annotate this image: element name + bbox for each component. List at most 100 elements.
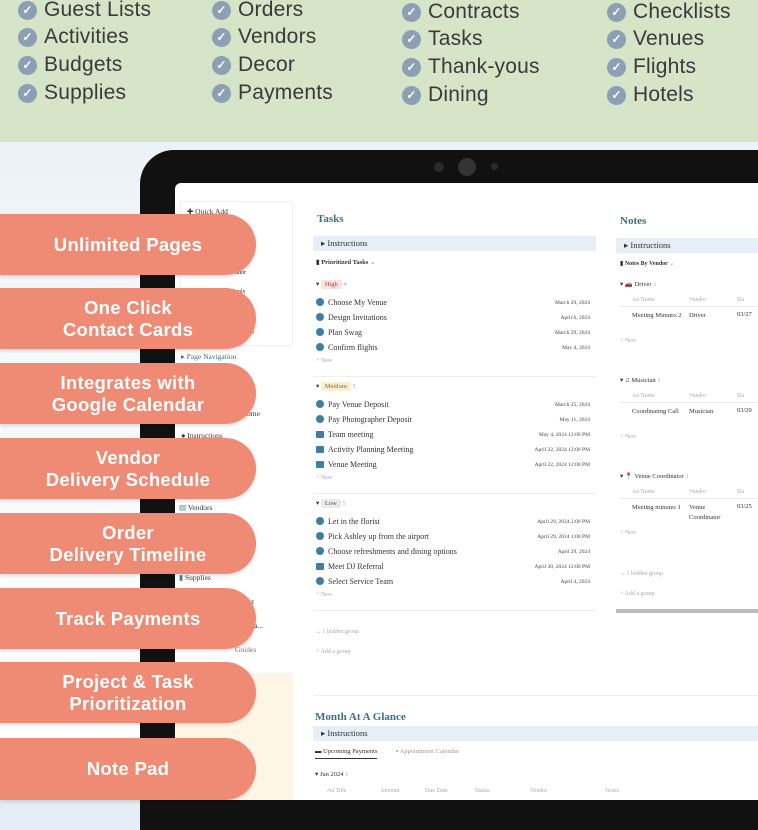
check-circle-icon xyxy=(316,328,324,336)
tasks-view-tab[interactable]: ▮ Prioritized Tasks ⌄ xyxy=(316,259,376,266)
label: Supplies xyxy=(185,573,211,582)
count: 1 xyxy=(653,281,657,288)
feature-item: ✓ Dining xyxy=(402,83,489,107)
check-circle-icon xyxy=(316,343,324,351)
tasks-instructions-toggle[interactable]: ▸ Instructions xyxy=(313,236,596,251)
divider xyxy=(313,376,596,377)
check-circle-icon xyxy=(316,400,324,408)
sidebar-item-home[interactable]: ome xyxy=(247,409,260,418)
count: 4 xyxy=(343,281,347,288)
check-circle-icon: ✓ xyxy=(402,29,421,49)
new-task-button[interactable]: + New xyxy=(316,592,333,598)
sidebar-fragment[interactable]: ndor xyxy=(235,270,246,276)
check-circle-icon xyxy=(316,532,324,540)
feature-item: ✓ Orders xyxy=(212,0,303,22)
task-group-header[interactable]: ▾ Low 5 xyxy=(316,499,346,508)
new-note-button[interactable]: + New xyxy=(620,434,637,440)
feature-label: Payments xyxy=(238,81,333,104)
feature-item: ✓ Activities xyxy=(18,25,129,49)
label: Instructions xyxy=(187,431,223,440)
task-group-header[interactable]: ▾ High 4 xyxy=(316,280,347,289)
task-group-header[interactable]: ▾ Medium 5 xyxy=(316,382,356,391)
tab-appointment-calendar[interactable]: ▪ Appointment Calendar xyxy=(396,748,459,755)
task-row[interactable]: Let in the florist xyxy=(316,517,380,526)
feature-pill: Vendor Delivery Schedule xyxy=(0,438,256,499)
calendar-icon xyxy=(316,563,324,570)
note-name[interactable]: Meeting minutes 1 xyxy=(632,504,681,511)
task-name: Confirm flights xyxy=(328,343,378,352)
tasks-add-group[interactable]: + Add a group xyxy=(316,649,351,655)
feature-pill: Note Pad xyxy=(0,738,256,800)
notes-add-group[interactable]: + Add a group xyxy=(620,591,655,597)
car-icon: 🚗 xyxy=(624,281,633,288)
task-row[interactable]: Choose refreshments and dining options xyxy=(316,547,457,556)
note-name[interactable]: Meeting Minutes 2 xyxy=(632,312,682,319)
quick-add[interactable]: ✚ Quick Add xyxy=(187,207,228,216)
sidebar-item[interactable]: Guides xyxy=(235,645,257,654)
horizontal-scrollbar[interactable] xyxy=(616,609,758,613)
group-jun-2024[interactable]: ▾ Jun 2024 1 xyxy=(315,771,349,778)
task-row[interactable]: Select Service Team xyxy=(316,577,393,586)
count: 1 xyxy=(345,771,349,778)
task-row[interactable]: Choose My Venue xyxy=(316,298,387,307)
tab-upcoming-payments[interactable]: ▬ Upcoming Payments xyxy=(315,748,378,759)
page-navigation-toggle[interactable]: ▸ Page Navigation xyxy=(181,352,237,361)
note-group-header[interactable]: ▾ 🚗 Driver 1 xyxy=(620,281,657,288)
feature-label: Dining xyxy=(428,83,489,106)
month-instructions-toggle[interactable]: ▸ Instructions xyxy=(313,726,758,741)
count: 5 xyxy=(352,383,356,390)
month-title: Month At A Glance xyxy=(315,711,406,723)
notes-title: Notes xyxy=(620,215,647,227)
task-row[interactable]: Pick Ashley up from the airport xyxy=(316,532,429,541)
new-note-button[interactable]: + New xyxy=(620,530,637,536)
sidebar-item-vendors[interactable]: ▤ Vendors xyxy=(179,503,212,512)
task-row[interactable]: Pay Photographer Deposit xyxy=(316,415,412,424)
notes-instructions-toggle[interactable]: ▸ Instructions xyxy=(616,238,758,253)
task-row[interactable]: Pay Venue Deposit xyxy=(316,400,389,409)
check-circle-icon: ✓ xyxy=(607,85,626,105)
sensor-icon xyxy=(491,163,498,170)
column-header: Vendor xyxy=(689,489,707,495)
sidebar-item-supplies[interactable]: ▮ Supplies xyxy=(179,573,211,582)
note-name[interactable]: Coordinating Call xyxy=(632,408,679,415)
label: Upcoming Payments xyxy=(323,748,378,755)
task-row[interactable]: Meet DJ Referral xyxy=(316,562,384,571)
task-row[interactable]: Plan Swag xyxy=(316,328,362,337)
task-date: April 29, 2024 2:00 PM xyxy=(537,519,590,525)
task-date: April 29, 2024 1:00 PM xyxy=(537,534,590,540)
feature-label: Guest Lists xyxy=(44,0,152,21)
label: Notes By Vendor xyxy=(624,261,668,267)
task-row[interactable]: Venue Meeting xyxy=(316,460,377,469)
note-group-header[interactable]: ▾ 📍 Venue Coordinator 1 xyxy=(620,473,689,480)
new-note-button[interactable]: + New xyxy=(620,338,637,344)
new-task-button[interactable]: + New xyxy=(316,358,333,364)
column-header: Vendor xyxy=(689,297,707,303)
task-date: April 22, 2024 12:00 PM xyxy=(534,462,590,468)
tasks-hidden-group[interactable]: ⌄ 1 hidden group xyxy=(316,629,359,635)
feature-pill: Track Payments xyxy=(0,588,256,649)
task-row[interactable]: Activity Planning Meeting xyxy=(316,445,413,454)
task-row[interactable]: Design Invitations xyxy=(316,313,387,322)
column-header: Vendor xyxy=(530,788,548,794)
task-name: Choose My Venue xyxy=(328,298,387,307)
notes-hidden-group[interactable]: ⌄ 1 hidden group xyxy=(620,571,663,577)
feature-item: ✓ Payments xyxy=(212,81,333,105)
feature-pill: Project & Task Prioritization xyxy=(0,662,256,723)
feature-item: ✓ Vendors xyxy=(212,25,316,49)
task-row[interactable]: Confirm flights xyxy=(316,343,378,352)
task-row[interactable]: Team meeting xyxy=(316,430,373,439)
note-date: 03/27 xyxy=(737,311,752,318)
sidebar-item-instructions[interactable]: ● Instructions xyxy=(181,431,223,440)
feature-item: ✓ Tasks xyxy=(402,27,483,51)
feature-item: ✓ Hotels xyxy=(607,83,694,107)
priority-tag: High xyxy=(320,280,342,289)
note-group-header[interactable]: ▾ ♫ Musician 1 xyxy=(620,377,661,384)
note-date: 03/25 xyxy=(737,503,752,510)
calendar-icon xyxy=(316,431,324,438)
notes-view-tab[interactable]: ▮ Notes By Vendor ⌄ xyxy=(620,261,675,267)
new-task-button[interactable]: + New xyxy=(316,475,333,481)
task-name: Select Service Team xyxy=(328,577,394,586)
task-date: April 4, 2024 xyxy=(560,579,591,585)
task-name: Meet DJ Referral xyxy=(328,562,384,571)
check-circle-icon: ✓ xyxy=(212,83,231,103)
